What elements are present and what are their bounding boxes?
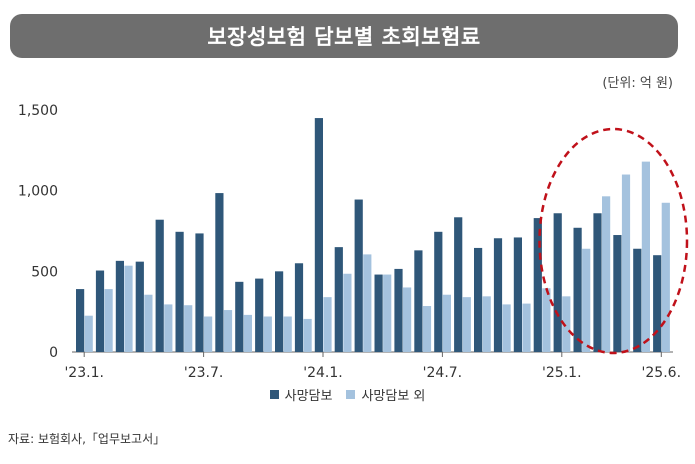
source-note: 자료: 보험회사,「업무보고서」 [8, 432, 166, 446]
bar-series2 [661, 202, 670, 352]
y-tick-label: 1,000 [18, 184, 58, 200]
bar-series2 [442, 294, 451, 352]
bar-series2 [124, 265, 133, 352]
bar-series2 [582, 248, 591, 352]
x-tick-label: '25.6. [642, 365, 681, 381]
legend-swatch-series2 [346, 390, 356, 399]
bar-series2 [602, 196, 611, 352]
unit-label: (단위: 억 원) [602, 76, 673, 91]
legend-item-series1: 사망담보 [269, 385, 333, 404]
bar-series2 [403, 287, 412, 352]
bar-series1 [513, 237, 522, 352]
bar-series2 [621, 174, 631, 352]
bar-series2 [243, 314, 252, 352]
legend-item-series2: 사망담보 외 [346, 385, 425, 404]
y-tick-label: 500 [31, 264, 58, 280]
bar-series2 [303, 318, 312, 352]
bar-series1 [354, 199, 363, 352]
x-tick-label: '25.1. [542, 365, 581, 381]
bar-series1 [135, 261, 144, 352]
bar-series1 [454, 217, 463, 352]
bar-series2 [323, 297, 332, 352]
title-bar: 보장성보험 담보별 초회보험료 [10, 14, 678, 58]
bar-series2 [462, 297, 471, 352]
x-tick-label: '24.7. [423, 365, 462, 381]
bar-series2 [204, 316, 213, 352]
bar-series1 [553, 213, 562, 352]
bar-series1 [434, 231, 443, 352]
bar-series2 [542, 288, 551, 352]
bar-series2 [164, 304, 173, 352]
bar-series2 [144, 294, 153, 352]
x-tick-label: '23.7. [184, 365, 223, 381]
bar-series2 [104, 289, 113, 352]
bar-series1 [334, 247, 343, 352]
bar-series1 [314, 118, 323, 352]
bar-series2 [641, 161, 650, 352]
y-tick-label: 1,500 [18, 103, 58, 119]
highlight-ellipse [538, 127, 689, 355]
bar-series1 [175, 231, 184, 352]
bar-series1 [394, 268, 403, 352]
bar-series2 [502, 304, 511, 352]
bar-series2 [422, 306, 432, 352]
bar-series1 [255, 278, 264, 352]
legend-label-series1: 사망담보 [284, 389, 333, 404]
bar-series1 [593, 213, 602, 352]
bar-series2 [283, 316, 292, 352]
bar-series1 [294, 263, 304, 352]
x-tick-label: '24.1. [303, 365, 342, 381]
bar-series1 [653, 255, 662, 352]
bar-series1 [533, 218, 542, 352]
bar-series2 [562, 296, 571, 352]
bar-series1 [474, 247, 483, 352]
bar-series2 [263, 316, 272, 352]
bar-series2 [363, 254, 372, 352]
bar-series1 [95, 270, 105, 352]
bar-series1 [195, 233, 204, 352]
bar-series2 [482, 296, 491, 352]
bar-series1 [235, 281, 244, 352]
bar-series1 [414, 250, 423, 352]
bar-series2 [522, 303, 531, 352]
bar-series2 [184, 305, 193, 352]
bar-series1 [633, 248, 642, 352]
y-tick-label: 0 [49, 345, 58, 361]
bar-series1 [573, 227, 582, 352]
bar-series1 [115, 260, 124, 352]
bar-series2 [84, 315, 93, 352]
legend: 사망담보 사망담보 외 [0, 385, 695, 404]
legend-label-series2: 사망담보 외 [361, 389, 426, 404]
bar-series1 [374, 274, 383, 352]
bar-series1 [215, 193, 224, 352]
bar-series1 [275, 271, 284, 352]
bar-series1 [76, 289, 85, 352]
page-title: 보장성보험 담보별 초회보험료 [207, 25, 481, 49]
bar-series1 [613, 235, 622, 352]
bar-series1 [155, 219, 164, 352]
bar-series2 [223, 310, 233, 352]
legend-swatch-series1 [269, 390, 279, 399]
bar-series1 [493, 238, 503, 352]
bar-series2 [343, 273, 352, 352]
bar-series2 [383, 274, 392, 352]
x-tick-label: '23.1. [64, 365, 103, 381]
